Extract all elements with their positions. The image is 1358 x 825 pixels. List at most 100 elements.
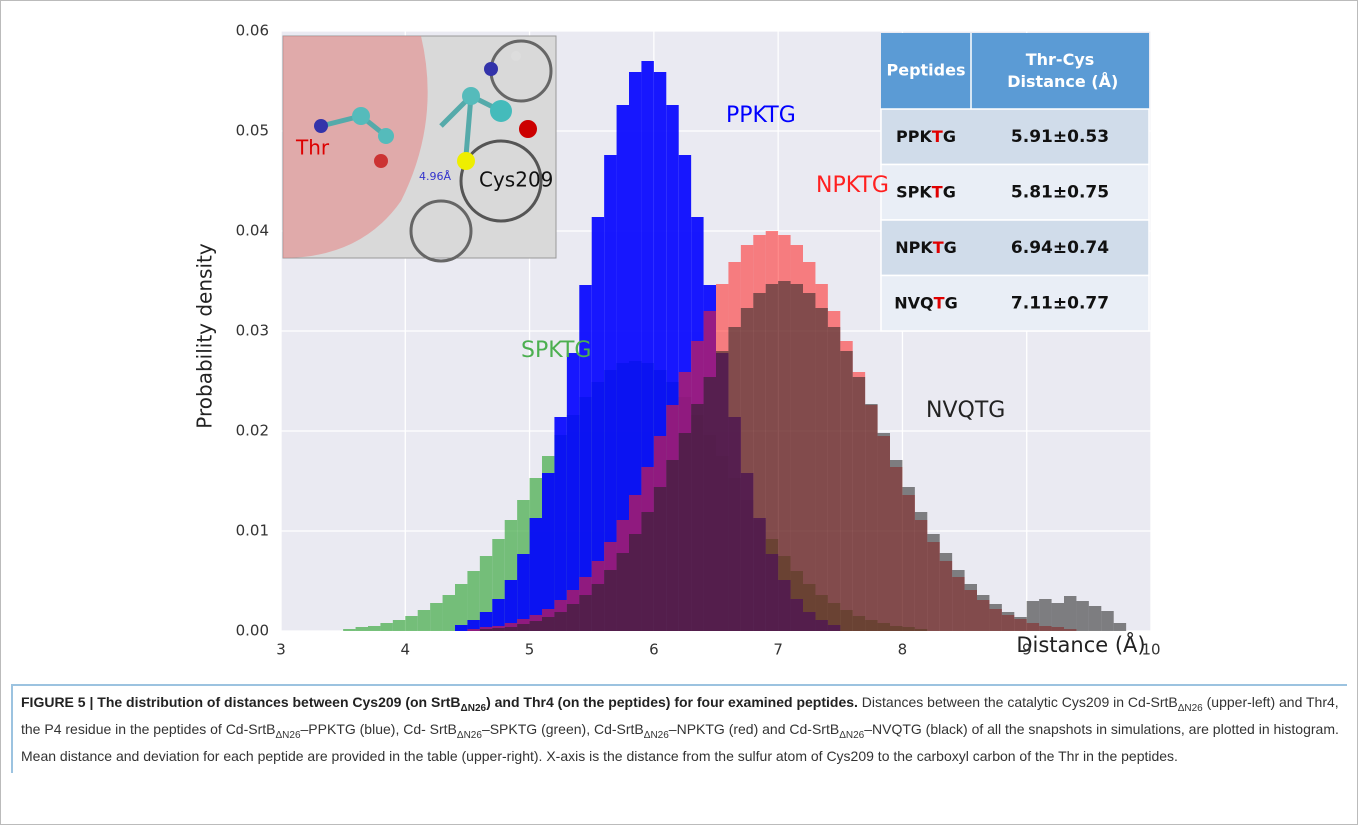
histogram-bar [492,628,504,631]
histogram-bar [977,595,989,631]
histogram-bar [1101,611,1113,631]
histogram-bar [343,629,355,631]
x-tick-label: 10 [1141,641,1160,659]
histogram-bar [629,534,641,631]
histogram-bar [443,595,455,631]
histogram-bar [741,308,753,631]
histogram-bar [1014,617,1026,631]
peptide-name: NPKTG [895,237,957,256]
histogram-bar [791,284,803,631]
x-tick-label: 6 [649,641,659,659]
histogram-bar [1076,601,1088,631]
histogram-bar [927,534,939,631]
y-tick-label: 0.04 [236,222,269,240]
histogram-bar [641,512,653,631]
histogram-bar [455,584,467,631]
histogram-bar [890,460,902,631]
histogram-bar [853,377,865,631]
caption-text: ΔN26 [461,703,487,714]
histogram-bar [418,610,430,631]
caption-text: ΔN26 [457,730,482,741]
y-tick-label: 0.00 [236,622,269,640]
peptide-name: PPKTG [896,126,956,145]
x-tick-label: 7 [773,641,783,659]
histogram-bar [368,626,380,631]
histogram-bar [393,620,405,631]
histogram-bar [356,627,368,631]
page: Thr Cys209 4.96Å PeptidesThr-Cys Distanc… [0,0,1358,825]
histogram-bar [505,627,517,631]
histogram-bar [1027,601,1039,631]
inset-label: Thr [295,136,330,160]
histogram-bar [567,353,579,631]
histogram-bar [915,512,927,631]
peptide-name: NVQTG [894,293,957,312]
histogram-bar [704,377,716,631]
distance-value: 7.11±0.77 [1011,293,1109,313]
histogram-bar [430,603,442,631]
caption-text: –SPKTG (green), Cd-SrtB [482,721,644,737]
series-label: PPKTG [726,103,796,128]
histogram-bar [878,433,890,631]
inset-label: 4.96Å [419,170,451,183]
caption-text: –PPKTG (blue), Cd- SrtB [301,721,457,737]
histogram-bar [815,308,827,631]
histogram-bar [940,553,952,631]
inset-label: Cys209 [479,168,553,192]
histogram-bar [554,612,566,631]
series-label: NVQTG [926,398,1005,423]
distance-value: 6.94±0.74 [1011,238,1109,258]
histogram-bar [567,604,579,631]
series-label: SPKTG [521,338,591,363]
caption: FIGURE 5 | The distribution of distances… [11,684,1347,773]
histogram-bar [617,553,629,631]
histogram-bar [542,617,554,631]
caption-text: –NPKTG (red) and Cd-SrtB [669,721,839,737]
histogram-bar [654,487,666,631]
histogram-bar [728,327,740,631]
histogram-bar [766,284,778,631]
x-tick-label: 8 [898,641,908,659]
histogram-bar [828,327,840,631]
distance-value: 5.81±0.75 [1011,182,1109,202]
y-axis-label: Probability density [193,243,217,429]
y-tick-label: 0.03 [236,322,269,340]
histogram-bar [592,584,604,631]
histogram-bar [716,351,728,631]
histogram-bar [1002,612,1014,631]
histogram-bar [965,584,977,631]
distance-value: 5.91±0.53 [1011,127,1109,147]
histogram-bar [691,404,703,631]
x-tick-label: 9 [1022,641,1032,659]
histogram-bar [517,624,529,631]
histogram-bar [753,293,765,631]
y-tick-label: 0.05 [236,122,269,140]
histogram-bar [1064,596,1076,631]
caption-text: FIGURE 5 | The distribution of distances… [21,694,461,710]
histogram-bar [952,570,964,631]
caption-text: ΔN26 [839,730,864,741]
x-tick-label: 5 [525,641,535,659]
histogram-bar [1052,603,1064,631]
histogram-bar [530,621,542,631]
caption-text: ΔN26 [1178,703,1203,714]
y-tick-label: 0.01 [236,522,269,540]
peptide-name: SPKTG [896,182,956,201]
caption-text: ΔN26 [275,730,300,741]
histogram-bar [542,473,554,631]
histogram-bar [480,629,492,631]
histogram-bar [455,625,467,631]
histogram-bar [405,616,417,631]
histogram-bar [778,281,790,631]
series-label: NPKTG [816,173,889,198]
y-tick-label: 0.06 [236,22,269,40]
histogram-bar [1114,623,1126,631]
caption-text: ) and Thr4 (on the peptides) for four ex… [486,694,858,710]
histogram-bar [380,623,392,631]
histogram-bar [604,570,616,631]
histogram-bar [467,629,479,631]
histogram-bar [1039,599,1051,631]
caption-text: Distances between the catalytic Cys209 i… [858,694,1178,710]
histogram-bar [554,417,566,631]
